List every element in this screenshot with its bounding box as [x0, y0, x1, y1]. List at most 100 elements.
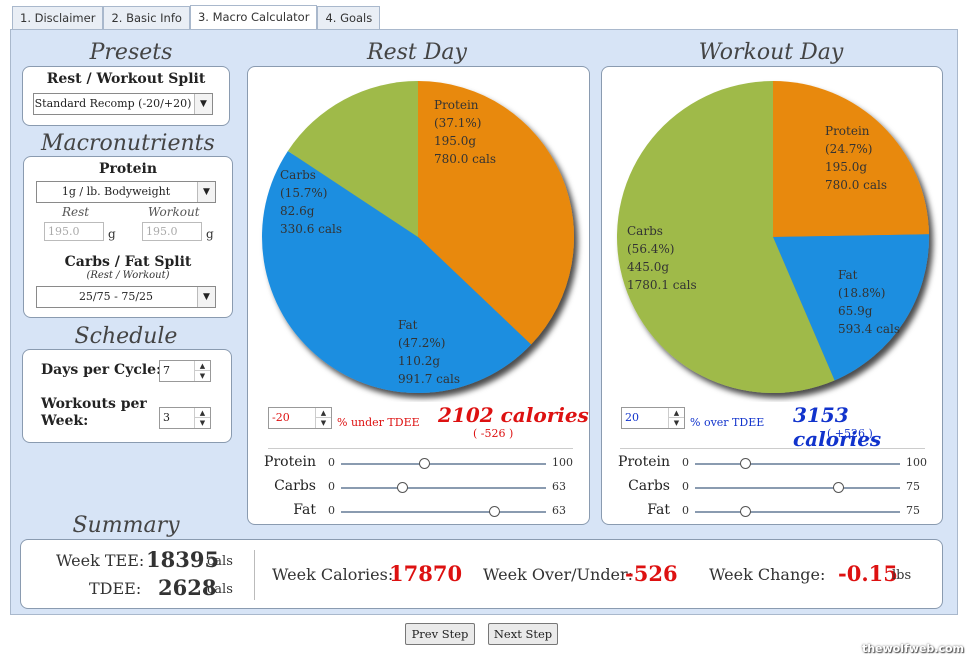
rest-label-fat: (47.2%): [398, 336, 445, 350]
workouts-per-week-spinner[interactable]: 3 ▲ ▼: [159, 407, 211, 429]
workout-calories: 3153 calories: [793, 403, 882, 451]
rest-slider-max: 63: [552, 480, 566, 493]
workout-slider-thumb[interactable]: [832, 482, 844, 493]
protein-select[interactable]: 1g / lb. Bodyweight ▼: [36, 181, 216, 203]
spinner-up-icon[interactable]: ▲: [316, 408, 331, 418]
divider: [268, 448, 573, 449]
chevron-down-icon[interactable]: ▼: [194, 94, 212, 114]
rest-adjust-value: -20: [272, 411, 290, 424]
split-label: Rest / Workout Split: [46, 71, 206, 87]
workout-slider-track[interactable]: [695, 463, 900, 465]
spinner-down-icon[interactable]: ▼: [199, 372, 206, 380]
week-tee-unit: cals: [207, 554, 233, 569]
carbs-fat-split-value: 25/75 - 75/25: [78, 290, 154, 303]
next-step-button[interactable]: Next Step: [488, 623, 558, 645]
workout-protein-input[interactable]: 195.0: [142, 222, 202, 241]
presets-box: Rest / Workout Split Standard Recomp (-2…: [22, 66, 230, 126]
days-per-cycle-spinner[interactable]: 7 ▲ ▼: [159, 360, 211, 382]
rest-slider-thumb[interactable]: [419, 458, 431, 469]
workout-day-box: Protein (24.7%) 195.0g 780.0 cals Fat (18.8%)…: [601, 66, 943, 525]
workout-slice-protein: [773, 81, 929, 237]
rest-calories-delta: ( -526 ): [473, 427, 514, 440]
workout-slider-track[interactable]: [695, 487, 900, 489]
workout-slider-max: 75: [906, 480, 920, 493]
spinner-up-icon[interactable]: ▲: [669, 408, 684, 418]
rest-slider-max: 100: [552, 456, 573, 469]
tab-goals[interactable]: 4. Goals: [317, 6, 381, 30]
tdee-unit: cals: [207, 582, 233, 597]
tab-bar: 1. Disclaimer 2. Basic Info 3. Macro Cal…: [12, 5, 381, 30]
rest-protein-input[interactable]: 195.0: [44, 222, 104, 241]
workouts-per-week-label-2: Week:: [41, 413, 89, 429]
workout-label-carbs: 445.0g: [627, 260, 669, 274]
workout-label-fat: Fat: [838, 268, 858, 282]
rest-slider-fat: Fat 0 63: [248, 502, 591, 522]
rest-slider-carbs: Carbs 0 63: [248, 478, 591, 498]
workout-slider-carbs: Carbs 0 75: [602, 478, 944, 498]
workout-slider-min: 0: [682, 456, 689, 469]
chevron-down-icon[interactable]: ▼: [197, 182, 215, 202]
rest-label-carbs: (15.7%): [280, 186, 327, 200]
workout-slider-label: Protein: [618, 454, 670, 470]
macro-calculator-panel: Presets Rest / Workout Split Standard Re…: [10, 29, 958, 615]
tab-basic-info[interactable]: 2. Basic Info: [103, 6, 190, 30]
spinner-up-icon[interactable]: ▲: [195, 361, 210, 371]
workout-label-protein: 780.0 cals: [825, 178, 887, 192]
chevron-down-icon[interactable]: ▼: [197, 287, 215, 307]
workout-adjust-spinner[interactable]: 20 ▲ ▼: [621, 407, 685, 429]
workout-label-protein: Protein: [825, 124, 870, 138]
spinner-down-icon[interactable]: ▼: [320, 419, 327, 427]
protein-select-value: 1g / lb. Bodyweight: [61, 185, 171, 198]
macronutrients-heading: Macronutrients: [41, 131, 215, 156]
rest-slider-thumb[interactable]: [488, 506, 500, 517]
rest-label-fat: 991.7 cals: [398, 372, 460, 386]
rest-slider-max: 63: [552, 504, 566, 517]
rest-slider-track[interactable]: [341, 463, 546, 465]
spinner-up-icon[interactable]: ▲: [195, 408, 210, 418]
workout-label-protein: (24.7%): [825, 142, 872, 156]
workout-label-carbs: (56.4%): [627, 242, 674, 256]
divider: [620, 448, 925, 449]
rest-label-protein: 780.0 cals: [434, 152, 496, 166]
week-calories-label: Week Calories:: [272, 565, 394, 584]
workout-label-fat: (18.8%): [838, 286, 885, 300]
workout-slider-thumb[interactable]: [740, 458, 752, 469]
workout-slider-thumb[interactable]: [740, 506, 752, 517]
workout-label-protein: 195.0g: [825, 160, 867, 174]
rest-label-carbs: 330.6 cals: [280, 222, 342, 236]
rest-adjust-spinner[interactable]: -20 ▲ ▼: [268, 407, 332, 429]
workout-day-pie-chart: Protein (24.7%) 195.0g 780.0 cals Fat (18.8%)…: [617, 81, 929, 393]
tdee-value: 2628: [158, 575, 217, 600]
workouts-per-week-label: Workouts per: [41, 396, 147, 412]
rest-slider-track[interactable]: [341, 511, 546, 513]
workout-label-fat: 593.4 cals: [838, 322, 900, 336]
rest-label-carbs: Carbs: [280, 168, 316, 182]
tab-macro-calculator[interactable]: 3. Macro Calculator: [189, 5, 318, 30]
tab-disclaimer[interactable]: 1. Disclaimer: [12, 6, 104, 30]
workout-label-fat: 65.9g: [838, 304, 873, 318]
rest-sliders: Protein 0 100 Carbs 0 63 Fat 0 63: [248, 454, 591, 524]
split-select[interactable]: Standard Recomp (-20/+20) ▼: [33, 93, 213, 115]
rest-label-fat: Fat: [398, 318, 418, 332]
workout-label-carbs: 1780.1 cals: [627, 278, 697, 292]
rest-label: Rest: [62, 205, 90, 219]
workout-slider-track[interactable]: [695, 511, 900, 513]
schedule-heading: Schedule: [74, 324, 178, 349]
carbs-fat-split-select[interactable]: 25/75 - 75/25 ▼: [36, 286, 216, 308]
week-change-label: Week Change:: [709, 565, 826, 584]
workouts-per-week-value: 3: [163, 411, 170, 424]
workout-slider-label: Fat: [647, 502, 670, 518]
prev-step-button[interactable]: Prev Step: [405, 623, 475, 645]
week-calories-value: 17870: [389, 561, 463, 586]
week-over-under-value: -526: [625, 561, 678, 586]
rest-slider-track[interactable]: [341, 487, 546, 489]
rest-label-protein: (37.1%): [434, 116, 481, 130]
week-tee-label: Week TEE:: [56, 551, 145, 570]
spinner-down-icon[interactable]: ▼: [199, 419, 206, 427]
spinner-down-icon[interactable]: ▼: [673, 419, 680, 427]
workout-protein-unit: g: [206, 227, 214, 241]
rest-slider-label: Fat: [293, 502, 316, 518]
rest-slider-thumb[interactable]: [396, 482, 408, 493]
rest-calories: 2102 calories: [438, 403, 589, 427]
workout-slider-protein: Protein 0 100: [602, 454, 944, 474]
